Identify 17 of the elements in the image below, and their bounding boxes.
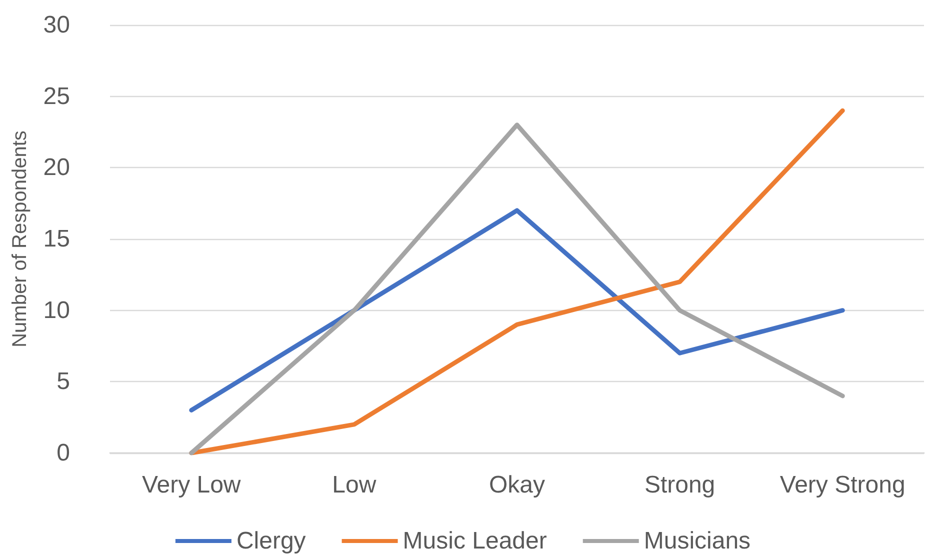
x-tick-label: Strong	[644, 472, 716, 498]
y-tick-label: 15	[43, 226, 70, 252]
x-tick-label: Very Strong	[780, 472, 906, 498]
y-tick-label: 5	[56, 368, 70, 396]
legend-label: Musicians	[644, 528, 751, 554]
line-series	[189, 208, 845, 412]
y-tick-label: 0	[56, 440, 70, 466]
legend-label: Music Leader	[402, 528, 547, 554]
y-axis-title: Number of Respondents	[9, 130, 31, 348]
legend-label: Clergy	[236, 528, 306, 554]
y-tick-label: 10	[43, 296, 70, 324]
x-tick-label: Okay	[488, 472, 546, 498]
y-tick-label: 20	[43, 154, 70, 182]
y-tick-label: 30	[43, 12, 70, 38]
x-tick-label: Low	[332, 472, 377, 498]
x-tick-label: Very Low	[142, 472, 242, 498]
y-tick-label: 25	[43, 82, 70, 110]
